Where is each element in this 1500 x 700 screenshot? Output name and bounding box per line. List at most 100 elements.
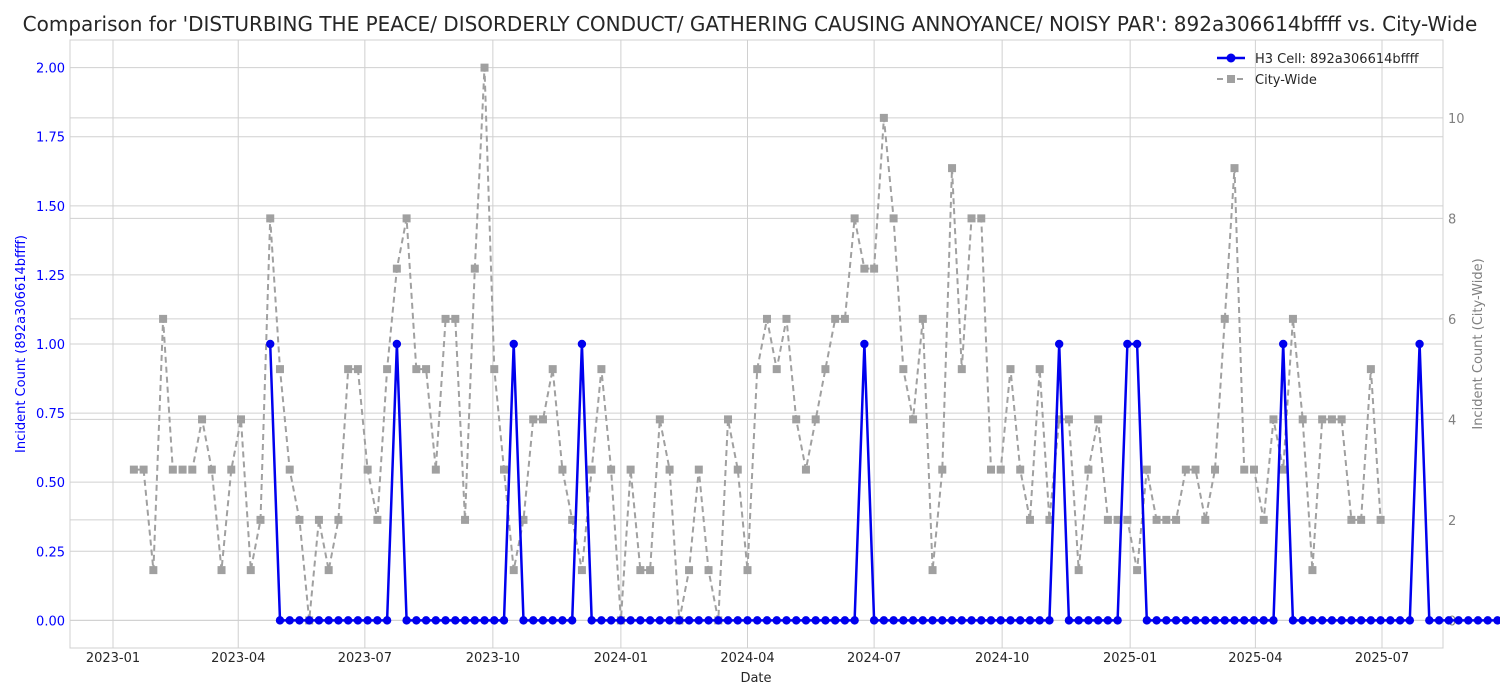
legend-h3-marker bbox=[1226, 53, 1236, 63]
x-tick-label: 2025-04 bbox=[1228, 651, 1282, 666]
h3-cell-point bbox=[1337, 616, 1346, 625]
citywide-point bbox=[821, 365, 830, 374]
plot-frame bbox=[69, 39, 1444, 649]
citywide-point bbox=[568, 515, 577, 524]
citywide-point bbox=[451, 314, 460, 323]
h3-cell-point bbox=[412, 616, 421, 625]
h3-cell-point bbox=[1327, 616, 1337, 625]
x-tick-label: 2023-07 bbox=[338, 651, 392, 666]
h3-cell-point bbox=[753, 616, 762, 625]
citywide-point bbox=[373, 515, 382, 524]
citywide-point bbox=[314, 515, 323, 524]
citywide-point bbox=[899, 365, 908, 374]
h3-cell-point bbox=[304, 616, 314, 625]
citywide-point bbox=[139, 465, 148, 474]
h3-cell-point bbox=[1259, 616, 1268, 625]
citywide-point bbox=[1298, 415, 1307, 424]
citywide-point bbox=[383, 365, 392, 374]
citywide-point bbox=[1016, 465, 1025, 474]
citywide-point bbox=[1279, 465, 1288, 474]
h3-cell-point bbox=[1152, 616, 1161, 625]
y-left-tick-label: 2.00 bbox=[36, 62, 65, 77]
h3-cell-point bbox=[879, 616, 889, 625]
h3-cell-point bbox=[762, 616, 772, 625]
citywide-point bbox=[1259, 515, 1268, 524]
h3-cell-point bbox=[1181, 616, 1191, 625]
h3-cell-point bbox=[636, 616, 645, 625]
series-h3-cell bbox=[266, 339, 1500, 625]
citywide-point bbox=[1288, 314, 1297, 323]
h3-cell-point bbox=[353, 616, 363, 625]
h3-cell-point bbox=[577, 339, 587, 349]
citywide-point bbox=[1376, 515, 1385, 524]
h3-cell-point bbox=[1201, 616, 1210, 625]
citywide-point bbox=[840, 314, 849, 323]
h3-cell-point bbox=[314, 616, 324, 625]
x-axis-label: Date bbox=[740, 671, 771, 686]
h3-cell-point bbox=[587, 616, 596, 625]
citywide-point bbox=[1211, 465, 1220, 474]
citywide-point bbox=[879, 113, 888, 122]
h3-cell-point bbox=[665, 616, 674, 625]
citywide-point bbox=[168, 465, 177, 474]
citywide-point bbox=[811, 415, 820, 424]
citywide-point bbox=[909, 415, 918, 424]
citywide-point bbox=[538, 415, 547, 424]
h3-cell-point bbox=[1415, 339, 1424, 349]
citywide-point bbox=[948, 164, 957, 173]
citywide-point bbox=[733, 465, 742, 474]
citywide-point bbox=[1123, 515, 1132, 524]
x-tick-label: 2025-07 bbox=[1355, 651, 1409, 666]
citywide-point bbox=[198, 415, 207, 424]
x-tick-label: 2024-10 bbox=[975, 651, 1029, 666]
citywide-point bbox=[1152, 515, 1161, 524]
citywide-point bbox=[889, 214, 898, 223]
h3-cell-point bbox=[295, 616, 304, 625]
h3-cell-point bbox=[1240, 616, 1249, 625]
citywide-point bbox=[1064, 415, 1073, 424]
citywide-point bbox=[655, 415, 664, 424]
h3-cell-point bbox=[285, 616, 294, 625]
citywide-point bbox=[256, 515, 265, 524]
h3-cell-point bbox=[519, 616, 528, 625]
citywide-point bbox=[597, 365, 606, 374]
h3-cell-point bbox=[723, 616, 733, 625]
citywide-point bbox=[801, 465, 810, 474]
legend-citywide-label: City-Wide bbox=[1255, 73, 1317, 88]
citywide-point bbox=[178, 465, 187, 474]
citywide-point bbox=[918, 314, 927, 323]
y-axis-right-label: Incident Count (City-Wide) bbox=[1471, 258, 1486, 429]
citywide-point bbox=[129, 465, 138, 474]
citywide-point bbox=[724, 415, 733, 424]
h3-cell-point bbox=[1434, 616, 1444, 625]
citywide-point bbox=[490, 365, 499, 374]
h3-cell-point bbox=[869, 616, 879, 625]
y-left-tick-label: 0.00 bbox=[36, 614, 65, 629]
h3-cell-point bbox=[1035, 616, 1044, 625]
citywide-point bbox=[470, 264, 479, 273]
h3-cell-point bbox=[860, 339, 869, 349]
citywide-point bbox=[1347, 515, 1356, 524]
h3-cell-point bbox=[421, 616, 431, 625]
h3-cell-point bbox=[558, 616, 567, 625]
h3-cell-point bbox=[382, 616, 392, 625]
citywide-point bbox=[957, 365, 966, 374]
h3-cell-point bbox=[509, 339, 518, 349]
citywide-point bbox=[1094, 415, 1103, 424]
citywide-point bbox=[987, 465, 996, 474]
h3-cell-point bbox=[743, 616, 752, 625]
h3-cell-point bbox=[402, 616, 411, 625]
legend: H3 Cell: 892a306614bffff City-Wide bbox=[1217, 52, 1420, 88]
citywide-point bbox=[246, 566, 255, 575]
h3-cell-point bbox=[1084, 616, 1093, 625]
citywide-point bbox=[1308, 566, 1317, 575]
h3-cell-point bbox=[480, 616, 489, 625]
h3-cell-point bbox=[996, 616, 1005, 625]
h3-cell-point bbox=[1395, 616, 1405, 625]
citywide-point bbox=[626, 465, 635, 474]
citywide-point bbox=[422, 365, 431, 374]
h3-cell-point bbox=[441, 616, 450, 625]
h3-cell-point bbox=[597, 616, 606, 625]
h3-cell-point bbox=[1162, 616, 1171, 625]
